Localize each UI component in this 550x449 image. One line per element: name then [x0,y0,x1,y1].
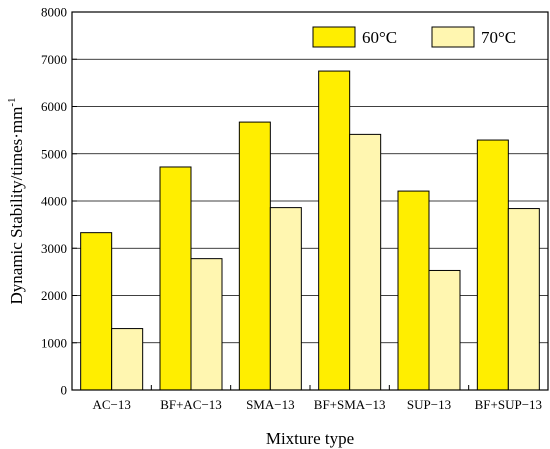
legend-label-0: 60°C [362,28,397,47]
bar-series-1-5 [507,208,540,391]
y-tick-label: 6000 [41,99,67,114]
y-tick-label: 1000 [41,335,67,350]
bar-series-0-0 [80,232,113,391]
legend: 60°C 70°C [312,26,516,48]
legend-swatch-0 [312,26,356,48]
bar-series-0-3 [318,70,351,391]
y-tick-label: 7000 [41,52,67,67]
y-tick-label: 5000 [41,146,67,161]
y-tick-label: 4000 [41,194,67,209]
bar-series-1-0 [111,328,144,391]
x-tick-label: SMA−13 [246,397,295,412]
bar-series-1-3 [349,133,382,391]
bar-series-1-2 [269,207,302,391]
y-axis-title: Dynamic Stability/times·mm-1 [6,97,26,304]
legend-label-1: 70°C [481,28,516,47]
x-axis-ticks: AC−13 BF+AC−13 SMA−13 BF+SMA−13 SUP−13 BF+SUP… [92,385,542,412]
bar-series-0-4 [397,190,430,391]
bar-series-0-2 [238,121,271,391]
y-tick-label: 3000 [41,241,67,256]
x-axis-title: Mixture type [266,429,354,448]
y-tick-label: 2000 [41,288,67,303]
grid-lines [72,58,548,344]
y-axis-ticks: 0 1000 2000 3000 4000 5000 6000 7000 8000 [41,5,77,398]
x-tick-label: BF+AC−13 [160,397,222,412]
x-tick-label: BF+SMA−13 [314,397,386,412]
x-tick-label: BF+SUP−13 [475,397,542,412]
y-tick-label: 8000 [41,5,67,20]
bar-series-1-1 [190,258,223,391]
bars [80,70,540,391]
y-axis-title-superscript: -1 [6,97,18,106]
bar-series-1-4 [428,269,461,391]
x-tick-label: AC−13 [92,397,130,412]
x-tick-label: SUP−13 [407,397,451,412]
y-axis-title-main: Dynamic Stability/times·mm [7,107,26,305]
legend-swatch-1 [431,26,475,48]
bar-series-0-5 [476,139,509,391]
bar-series-0-1 [159,166,192,391]
y-tick-label: 0 [61,383,68,398]
